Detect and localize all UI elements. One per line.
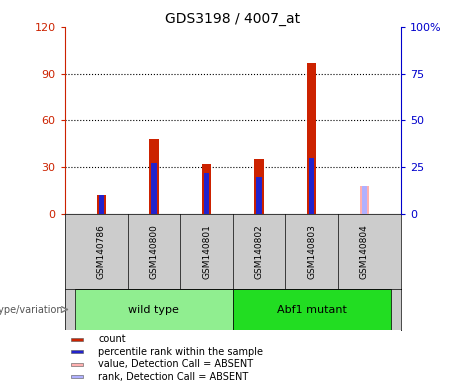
Bar xyxy=(151,164,157,214)
Bar xyxy=(71,375,83,378)
Bar xyxy=(99,195,104,214)
Text: Abf1 mutant: Abf1 mutant xyxy=(277,305,347,314)
Text: percentile rank within the sample: percentile rank within the sample xyxy=(98,347,263,357)
Bar xyxy=(71,350,83,353)
Bar xyxy=(360,186,369,214)
Bar xyxy=(97,195,106,214)
Text: count: count xyxy=(98,334,126,344)
Bar xyxy=(149,139,159,214)
Text: GSM140786: GSM140786 xyxy=(97,224,106,279)
Text: GSM140801: GSM140801 xyxy=(202,224,211,279)
Bar xyxy=(309,158,314,214)
Bar xyxy=(202,164,211,214)
Text: wild type: wild type xyxy=(129,305,179,314)
Bar xyxy=(233,289,390,330)
Bar xyxy=(256,177,262,214)
Text: genotype/variation: genotype/variation xyxy=(0,305,64,314)
Text: value, Detection Call = ABSENT: value, Detection Call = ABSENT xyxy=(98,359,253,369)
Bar xyxy=(307,63,316,214)
Text: rank, Detection Call = ABSENT: rank, Detection Call = ABSENT xyxy=(98,372,248,382)
Bar xyxy=(254,159,264,214)
Text: GSM140800: GSM140800 xyxy=(149,224,159,279)
Title: GDS3198 / 4007_at: GDS3198 / 4007_at xyxy=(165,12,301,26)
Text: GSM140803: GSM140803 xyxy=(307,224,316,279)
Text: GSM140804: GSM140804 xyxy=(360,224,369,279)
Bar xyxy=(75,289,233,330)
Bar xyxy=(71,338,83,341)
Text: GSM140802: GSM140802 xyxy=(254,224,264,279)
Bar xyxy=(204,173,209,214)
Bar xyxy=(71,363,83,366)
Bar xyxy=(361,186,367,214)
